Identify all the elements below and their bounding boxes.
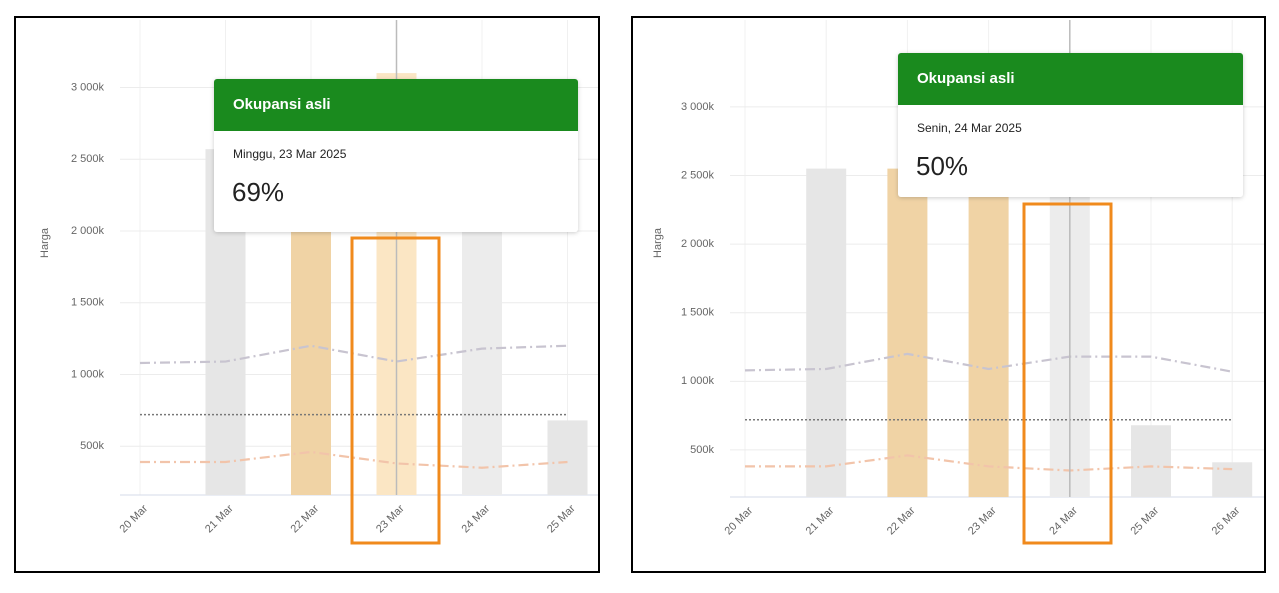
bar xyxy=(806,168,847,497)
bar xyxy=(1212,462,1253,497)
tooltip-date: Minggu, 23 Mar 2025 xyxy=(233,147,347,161)
tooltip: Okupansi asli Minggu, 23 Mar 2025 69% xyxy=(214,79,578,232)
tooltip-date: Senin, 24 Mar 2025 xyxy=(917,121,1022,135)
highlight-box xyxy=(350,236,441,545)
y-tick-label: 3 000k xyxy=(71,81,105,93)
tooltip-header xyxy=(214,79,578,131)
y-tick-label: 1 000k xyxy=(71,368,105,380)
highlight-box xyxy=(1022,202,1113,545)
y-tick-label: 2 000k xyxy=(71,225,105,237)
y-tick-label: 1 500k xyxy=(71,297,105,309)
tooltip-value: 50% xyxy=(916,151,968,181)
bar xyxy=(547,420,588,495)
tooltip-title: Okupansi asli xyxy=(233,96,331,113)
y-tick-label: 2 500k xyxy=(71,153,105,165)
y-tick-label: 500k xyxy=(80,440,104,452)
y-tick-label: 2 000k xyxy=(681,238,715,250)
y-tick-label: 1 000k xyxy=(681,375,715,387)
tooltip-title: Okupansi asli xyxy=(917,70,1015,87)
tooltip-header xyxy=(898,53,1243,105)
line-series xyxy=(139,344,568,365)
line-series xyxy=(744,352,1233,373)
plot-area xyxy=(730,20,1264,498)
bar xyxy=(462,187,502,495)
line-series xyxy=(140,450,568,469)
bar xyxy=(887,168,928,497)
tooltip-value: 69% xyxy=(232,177,284,207)
line-series xyxy=(745,454,1233,472)
y-tick-label: 2 500k xyxy=(681,169,715,181)
y-axis-label: Harga xyxy=(39,227,51,258)
y-tick-label: 1 500k xyxy=(681,307,715,319)
y-axis-label: Harga xyxy=(652,227,664,258)
y-tick-label: 500k xyxy=(690,444,714,456)
bar xyxy=(1131,425,1171,497)
y-tick-label: 3 000k xyxy=(681,101,715,113)
tooltip: Okupansi asli Senin, 24 Mar 2025 50% xyxy=(898,53,1243,197)
